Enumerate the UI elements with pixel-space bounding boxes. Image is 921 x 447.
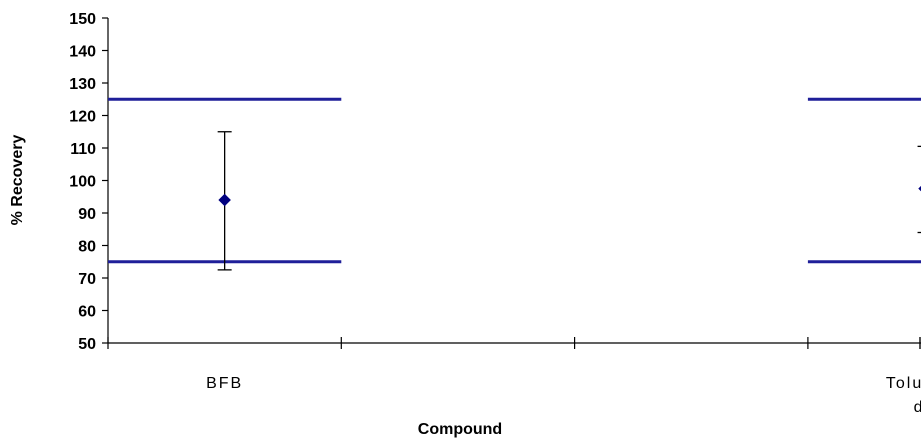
x-tick-label: BFB [206,375,243,392]
x-tick-label: Toluene-d8 [886,375,921,416]
x-axis-title: Compound [418,421,502,438]
y-tick-label: 110 [70,141,96,158]
y-tick-label: 50 [78,336,96,353]
y-tick-label: 90 [78,206,96,223]
y-tick-label: 80 [78,239,96,256]
y-tick-label: 140 [69,44,96,61]
y-axis: 50 60 70 80 90 100 110 120 130 140 150 [69,11,109,353]
y-tick-label: 70 [78,271,96,288]
x-axis: BFBToluene-d8DBFM [107,337,921,416]
y-tick-label: 100 [69,174,96,191]
recovery-series [217,131,921,271]
y-axis-title: % Recovery [9,135,26,226]
y-tick-label: 60 [78,304,96,321]
data-point-marker [218,193,232,207]
y-tick-label: 150 [69,11,96,28]
y-tick-label: 130 [69,76,96,93]
control-limit-lines [108,97,921,264]
y-tick-label: 120 [69,109,96,126]
